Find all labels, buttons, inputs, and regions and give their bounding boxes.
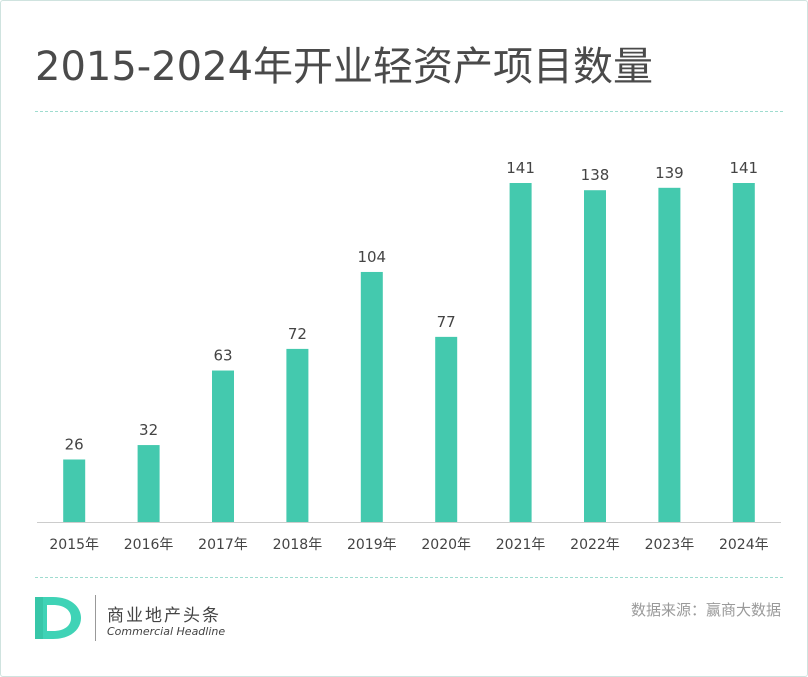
- bar-2: [212, 370, 234, 522]
- data-label-3: 72: [288, 325, 307, 343]
- data-label-7: 138: [581, 166, 610, 184]
- chart-title: 2015-2024年开业轻资产项目数量: [35, 44, 654, 90]
- brand-name-en: Commercial Headline: [107, 625, 226, 638]
- bar-9: [732, 183, 755, 522]
- x-tick-label-6: 2021年: [496, 537, 546, 553]
- bar-0: [63, 459, 86, 522]
- x-tick-label-3: 2018年: [273, 537, 323, 553]
- bar-8: [658, 187, 681, 522]
- x-tick-label-9: 2024年: [719, 537, 769, 553]
- data-label-8: 139: [655, 164, 684, 182]
- x-tick-label-8: 2023年: [645, 537, 695, 553]
- data-label-2: 63: [213, 347, 232, 365]
- x-tick-label-5: 2020年: [421, 537, 471, 553]
- bar-3: [286, 348, 309, 522]
- bar-7: [584, 190, 606, 522]
- bar-4: [360, 271, 383, 522]
- data-label-4: 104: [357, 248, 386, 266]
- bottom-divider: [35, 577, 783, 578]
- logo-separator: [95, 595, 96, 641]
- x-tick-label-1: 2016年: [124, 537, 174, 553]
- top-divider: [35, 111, 783, 112]
- x-tick-label-2: 2017年: [198, 537, 248, 553]
- bar-1: [137, 445, 160, 522]
- data-label-9: 141: [729, 159, 758, 177]
- bar-5: [435, 336, 458, 522]
- data-source: 数据来源：赢商大数据: [630, 601, 781, 619]
- bar-chart: 26 2015年 32 2016年 63 2017年 72 2018年 104 2019年 77 20…: [37, 159, 781, 553]
- brand-name-cn: 商业地产头条: [107, 606, 221, 626]
- bar-6: [509, 183, 532, 522]
- x-tick-label-0: 2015年: [49, 537, 99, 553]
- d-logo-icon: [35, 597, 81, 639]
- x-tick-label-4: 2019年: [347, 537, 397, 553]
- data-label-1: 32: [139, 421, 158, 439]
- data-label-0: 26: [65, 435, 84, 453]
- data-label-5: 77: [437, 313, 456, 331]
- x-tick-label-7: 2022年: [570, 537, 620, 553]
- data-label-6: 141: [506, 159, 535, 177]
